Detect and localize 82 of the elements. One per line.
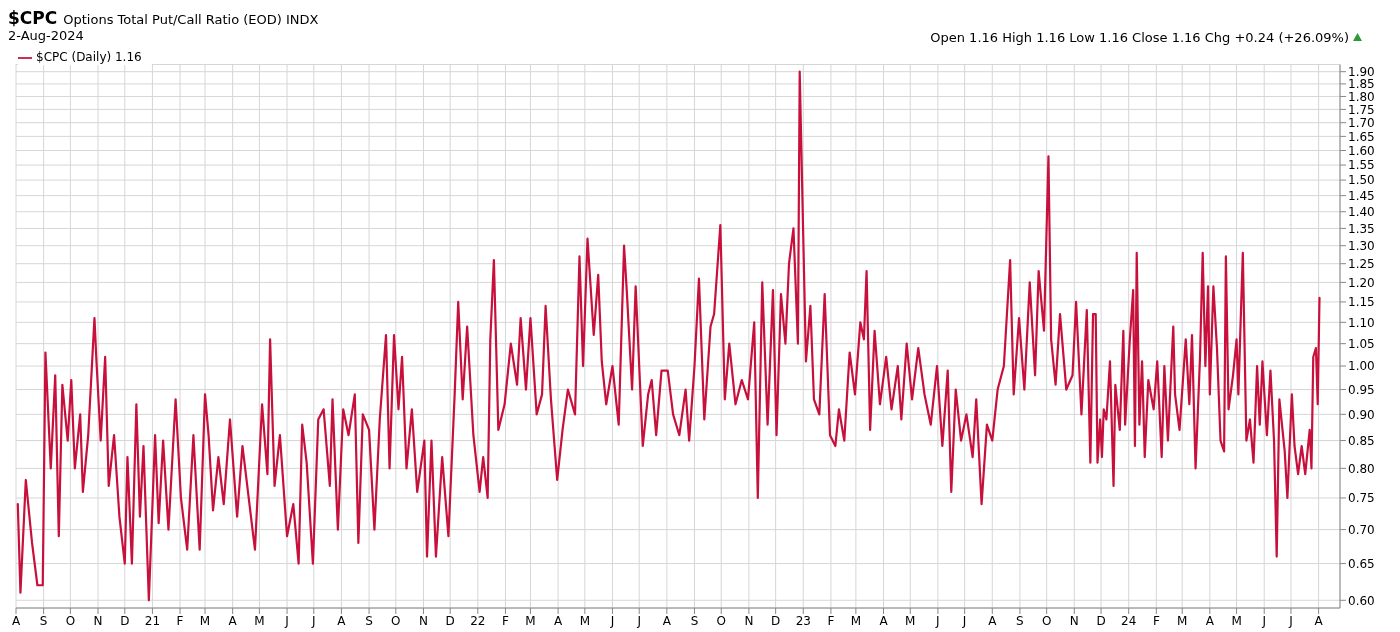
y-tick-label: 1.85 <box>1348 77 1375 92</box>
x-tick-label: A <box>662 613 672 628</box>
x-tick-label: J <box>636 613 641 628</box>
x-tick-label: O <box>391 613 401 628</box>
y-tick-label: 1.00 <box>1348 359 1375 374</box>
text: Open 1.16 High 1.16 Low 1.16 Close 1.16 Chg +0.24 (+26.09%) <box>930 29 1349 45</box>
x-tick-label: A <box>11 613 21 628</box>
y-tick-label: 1.45 <box>1348 188 1375 203</box>
x-tick-label: O <box>65 613 76 628</box>
x-tick-label: M <box>254 613 265 628</box>
x-tick-label: S <box>39 613 48 628</box>
x-tick-label: 24 <box>1121 613 1137 628</box>
y-tick-label: 1.30 <box>1348 238 1375 253</box>
y-tick-label: 1.80 <box>1348 89 1375 104</box>
y-tick-label: 0.80 <box>1348 461 1375 476</box>
text: 2-Aug-2024 <box>8 28 84 45</box>
y-tick-label: 1.75 <box>1348 102 1375 117</box>
x-tick-label: M <box>905 613 916 628</box>
x-tick-label: A <box>553 613 563 628</box>
x-tick-label: M <box>850 613 862 628</box>
y-tick-label: 1.20 <box>1348 275 1375 290</box>
y-tick-label: 1.25 <box>1348 256 1375 271</box>
x-tick-label: F <box>827 613 835 628</box>
legend-label: $CPC (Daily) 1.16 <box>36 50 142 64</box>
x-tick-label: A <box>228 613 238 628</box>
x-tick-label: D <box>771 613 781 628</box>
x-tick-label: N <box>744 613 754 628</box>
x-tick-label: 22 <box>470 613 486 628</box>
y-tick-label: 1.60 <box>1348 143 1375 158</box>
y-tick-label: 1.05 <box>1348 336 1375 351</box>
x-tick-label: J <box>311 613 316 628</box>
x-tick-label: 21 <box>144 613 161 628</box>
y-tick-label: 1.90 <box>1348 64 1375 79</box>
x-tick-label: J <box>1288 613 1293 628</box>
x-tick-label: M <box>1177 613 1188 628</box>
y-tick-label: 0.65 <box>1348 556 1375 571</box>
x-tick-label: F <box>176 613 184 628</box>
line-series <box>16 70 1321 602</box>
x-tick-label: S <box>1016 613 1024 628</box>
x-tick-label: F <box>1152 613 1160 628</box>
y-tick-label: 1.55 <box>1348 158 1375 173</box>
x-tick-label: S <box>690 613 699 628</box>
y-tick-label: 1.70 <box>1348 115 1375 130</box>
x-tick-label: J <box>1261 613 1266 628</box>
y-tick-label: 0.60 <box>1348 593 1375 608</box>
y-tick-label: 1.10 <box>1348 315 1375 330</box>
y-tick-label: 0.95 <box>1348 382 1375 397</box>
x-tick-label: F <box>502 613 510 628</box>
x-tick-label: O <box>1041 613 1052 628</box>
x-tick-label: N <box>1069 613 1079 628</box>
x-tick-label: A <box>879 613 889 628</box>
x-tick-label: M <box>199 613 211 628</box>
x-tick-label: A <box>1205 613 1215 628</box>
y-tick-label: 1.35 <box>1348 221 1375 236</box>
x-tick-label: M <box>1231 613 1242 628</box>
chart-title: $CPC <box>8 8 58 28</box>
x-tick-label: D <box>445 613 455 628</box>
y-tick-label: 0.75 <box>1348 491 1375 506</box>
y-tick-label: 1.50 <box>1348 173 1375 188</box>
x-tick-label: M <box>525 613 536 628</box>
x-tick-label: A <box>337 613 347 628</box>
x-tick-label: D <box>1096 613 1106 628</box>
x-tick-label: J <box>961 613 967 628</box>
y-tick-label: 0.85 <box>1348 433 1375 448</box>
x-tick-label: D <box>120 613 130 628</box>
x-tick-label: M <box>579 613 591 628</box>
y-tick-label: 1.65 <box>1348 129 1375 144</box>
x-tick-label: A <box>1314 613 1324 628</box>
x-tick-label: O <box>716 613 726 628</box>
x-tick-label: 23 <box>795 613 811 628</box>
x-tick-label: N <box>418 613 428 628</box>
x-tick-label: A <box>988 613 998 628</box>
y-tick-label: 0.70 <box>1348 522 1375 537</box>
y-tick-label: 1.15 <box>1348 295 1375 310</box>
chart-subtitle: Options Total Put/Call Ratio (EOD) INDX <box>63 12 319 27</box>
x-tick-label: J <box>284 613 289 628</box>
y-tick-label: 1.40 <box>1348 204 1375 219</box>
x-tick-label: S <box>365 613 373 628</box>
y-tick-label: 0.90 <box>1348 407 1375 422</box>
x-tick-label: J <box>935 613 940 628</box>
x-tick-label: N <box>93 613 103 628</box>
x-tick-label: J <box>609 613 615 628</box>
